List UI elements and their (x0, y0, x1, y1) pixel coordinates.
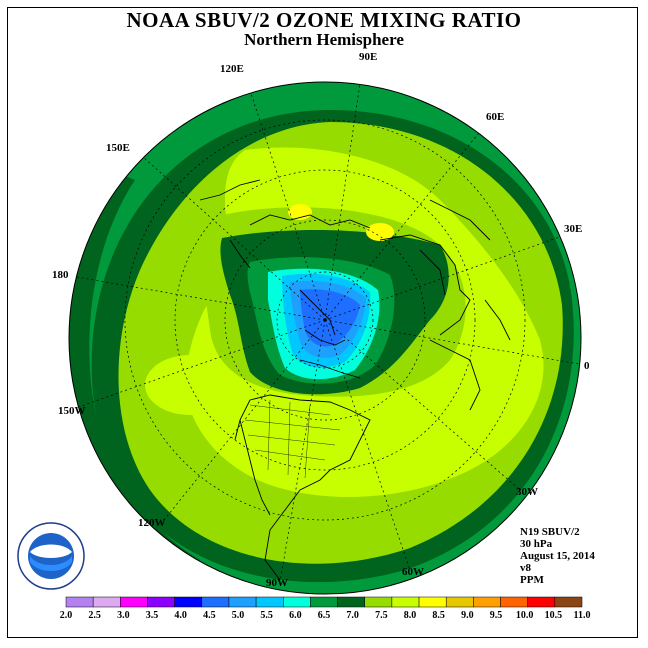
legend-swatch (500, 596, 528, 608)
legend-tick-label: 7.5 (375, 610, 388, 621)
info-units: PPM (520, 574, 544, 586)
legend-swatch (418, 596, 447, 608)
legend-swatch (554, 596, 583, 608)
longitude-label-30e: 30E (564, 223, 583, 235)
legend-swatch (283, 596, 311, 608)
logo-text: NOAA (36, 546, 65, 557)
legend-tick-label: 6.5 (318, 610, 331, 621)
legend-tick-label: 10.5 (545, 610, 563, 621)
legend-swatch (92, 596, 121, 608)
map-outline (68, 81, 582, 595)
legend-swatch (201, 596, 230, 608)
legend-swatch (228, 596, 257, 608)
longitude-label-60e: 60E (486, 111, 505, 123)
figure-frame (7, 7, 638, 638)
longitude-label-90e: 90E (359, 51, 378, 63)
longitude-label-120e: 120E (220, 63, 244, 75)
legend-tick-label: 7.0 (346, 610, 359, 621)
noaa-logo: NOAA (17, 522, 85, 590)
legend-swatch (255, 596, 284, 608)
legend-swatch (473, 596, 501, 608)
legend-tick-label: 3.5 (146, 610, 159, 621)
longitude-label-60w: 60W (402, 566, 424, 578)
legend-tick-label: 10.0 (516, 610, 534, 621)
longitude-label-30w: 30W (516, 486, 538, 498)
legend-swatch (147, 596, 175, 608)
legend-tick-label: 9.5 (490, 610, 503, 621)
legend-swatch (65, 596, 94, 608)
legend-swatch (174, 596, 203, 608)
info-version: v8 (520, 562, 531, 574)
legend-tick-label: 8.0 (404, 610, 417, 621)
longitude-label-0: 0 (584, 360, 590, 372)
longitude-label-180: 180 (52, 269, 69, 281)
longitude-label-150w: 150W (58, 405, 86, 417)
legend-tick-label: 2.5 (88, 610, 101, 621)
longitude-label-150e: 150E (106, 142, 130, 154)
legend-tick-label: 4.0 (174, 610, 187, 621)
legend-swatch (120, 596, 148, 608)
legend-tick-label: 2.0 (60, 610, 73, 621)
legend-tick-label: 6.0 (289, 610, 302, 621)
longitude-label-90w: 90W (266, 577, 288, 589)
legend-swatch (364, 596, 393, 608)
info-level: 30 hPa (520, 538, 553, 550)
legend-tick-label: 8.5 (432, 610, 445, 621)
figure-subtitle: Northern Hemisphere (244, 30, 404, 49)
longitude-label-120w: 120W (138, 517, 166, 529)
legend-tick-label: 3.0 (117, 610, 130, 621)
legend-tick-label: 9.0 (461, 610, 474, 621)
info-satellite: N19 SBUV/2 (520, 526, 580, 538)
legend-tick-label: 11.0 (574, 610, 591, 621)
legend-swatch (527, 596, 556, 608)
state-borders (244, 399, 341, 479)
legend-tick-label: 4.5 (203, 610, 216, 621)
legend-tick-label: 5.5 (260, 610, 273, 621)
figure-title: NOAA SBUV/2 OZONE MIXING RATIO (126, 8, 522, 32)
coastlines (199, 179, 511, 581)
legend-swatch (445, 596, 474, 608)
info-date: August 15, 2014 (520, 550, 595, 562)
legend-tick-label: 5.0 (232, 610, 245, 621)
meridians (69, 82, 581, 583)
legend-swatch (337, 596, 365, 608)
legend-swatch (391, 596, 420, 608)
latitude-circles (124, 119, 526, 521)
ozone-contour-fill (69, 82, 581, 594)
legend-swatch (310, 596, 338, 608)
